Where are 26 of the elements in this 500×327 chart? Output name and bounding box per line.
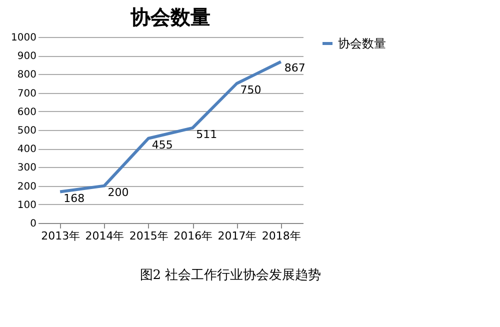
y-tick-label: 400	[17, 144, 36, 156]
chart-title: 协会数量	[130, 5, 210, 29]
data-label: 455	[152, 138, 173, 152]
data-label: 511	[196, 128, 218, 141]
x-tick-label: 2013年	[41, 230, 80, 242]
data-label: 867	[284, 62, 306, 75]
y-tick-label: 0	[30, 218, 36, 230]
y-tick-label: 200	[17, 181, 36, 192]
x-tick-label: 2016年	[174, 230, 213, 242]
legend-label: 协会数量	[338, 36, 386, 50]
x-tick-label: 2018年	[262, 230, 301, 242]
y-tick-label: 800	[17, 70, 36, 81]
data-label: 200	[108, 186, 129, 199]
y-tick-label: 1000	[11, 32, 36, 44]
x-tick-label: 2015年	[129, 230, 168, 242]
y-tick-label: 600	[17, 106, 36, 118]
y-tick-label: 500	[17, 126, 36, 136]
data-label: 168	[64, 192, 85, 205]
caption: 图2 社会工作行业协会发展趋势	[140, 268, 322, 283]
x-tick-label: 2014年	[85, 230, 124, 242]
y-tick-label: 300	[17, 162, 36, 174]
data-label: 750	[240, 84, 262, 96]
y-tick-label: 100	[17, 200, 36, 211]
y-tick-label: 900	[17, 51, 36, 62]
x-tick-label: 2017年	[218, 230, 257, 242]
y-tick-label: 700	[17, 88, 36, 100]
